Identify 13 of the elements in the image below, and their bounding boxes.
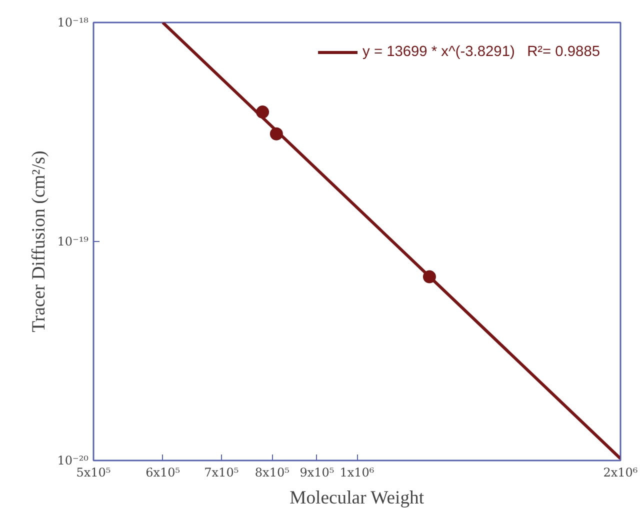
x-tick-label: 8x10⁵ (254, 466, 290, 480)
y-tick-label: 10⁻²⁰ (57, 454, 89, 468)
legend-label: y = 13699 * x^(-3.8291) R²= 0.9885 (362, 44, 600, 60)
x-tick-label: 7x10⁵ (204, 466, 239, 480)
x-tick-label: 2x10⁶ (603, 466, 638, 480)
y-tick-label: 10⁻¹⁸ (57, 16, 89, 30)
x-axis-title: Molecular Weight (290, 488, 425, 508)
y-axis-title: Tracer Diffusion (cm²/s) (28, 150, 50, 332)
x-tick-label: 6x10⁵ (146, 466, 180, 480)
x-tick-label: 9x10⁵ (300, 466, 334, 480)
x-tick-label: 1x10⁶ (340, 466, 374, 480)
x-tick-label: 5x10⁵ (76, 466, 111, 480)
y-tick-label: 10⁻¹⁹ (57, 234, 89, 248)
